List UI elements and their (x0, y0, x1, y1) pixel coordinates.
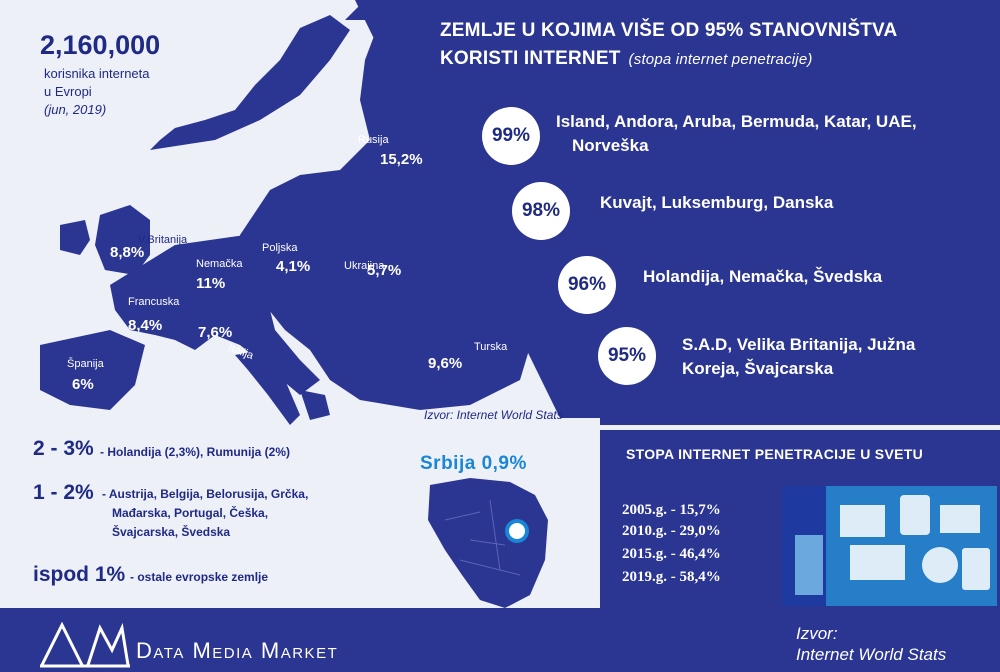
pct-badge-98: 98% (512, 182, 570, 240)
brand-name: Data Media Market (136, 638, 339, 663)
map-source: Izvor: Internet World Stats (424, 408, 563, 422)
range-desc-2-3: - Holandija (2,3%), Rumunija (2%) (100, 445, 291, 459)
country-label-vbritanija: V.Britanija (138, 234, 188, 246)
pct-badge-95: 95% (598, 327, 656, 385)
range-desc-1-2-line1: - Austrija, Belgija, Belorusija, Grčka, (102, 487, 309, 501)
panel-title-line2: KORISTI INTERNET (stopa internet penetrac… (440, 48, 813, 70)
panel-title-sub: (stopa internet penetracije) (628, 51, 813, 68)
country-pct-poljska: 4,1% (276, 258, 311, 275)
pct-badge-99: 99% (482, 107, 540, 165)
country-label-nemacka: Nemačka (196, 258, 243, 270)
country-pct-rusija: 15,2% (380, 151, 423, 168)
footer-source-name: Internet World Stats (796, 645, 947, 664)
panel-title-main: KORISTI INTERNET (440, 48, 621, 69)
belgrade-marker (505, 519, 529, 543)
footer-source-label: Izvor: (796, 624, 838, 643)
total-users-label: korisnika interneta (44, 66, 150, 81)
world-stat-2005: 2005.g. - 15,7% (622, 502, 721, 518)
country-pct-turska: 9,6% (428, 355, 463, 372)
country-pct-nemacka: 11% (196, 275, 226, 292)
world-stat-2019: 2019.g. - 58,4% (622, 569, 721, 585)
country-label-spanija: Španija (67, 358, 104, 370)
country-list-96: Holandija, Nemačka, Švedska (643, 267, 883, 286)
country-pct-vbritanija: 8,8% (110, 244, 145, 261)
total-users-region: u Evropi (44, 84, 92, 99)
country-list-99-line2: Norveška (572, 136, 649, 155)
country-pct-ukrajina: 5,7% (367, 262, 402, 279)
range-label-2-3: 2 - 3% (33, 437, 94, 460)
footer-bg (0, 608, 1000, 672)
serbia-label: Srbija 0,9% (420, 453, 527, 474)
range-label-1-2: 1 - 2% (33, 481, 94, 504)
pct-badge-96: 96% (558, 256, 616, 314)
country-label-ukrajina: Ukrajina (344, 260, 385, 272)
world-stat-2010: 2010.g. - 29,0% (622, 523, 721, 539)
country-list-99-line1: Island, Andora, Aruba, Bermuda, Katar, U… (556, 112, 917, 131)
world-stat-2015: 2015.g. - 46,4% (622, 546, 721, 562)
country-pct-spanija: 6% (72, 376, 94, 393)
range-label-under-1: ispod 1% (33, 563, 126, 586)
country-pct-italija: 7,6% (198, 324, 233, 341)
country-label-turska: Turska (474, 341, 508, 353)
total-users-date: (jun, 2019) (44, 102, 107, 117)
country-list-99: Island, Andora, Aruba, Bermuda, Katar, U… (556, 110, 917, 158)
panel-title-line1: ZEMLJE U KOJIMA VIŠE OD 95% STANOVNIŠTVA (440, 20, 898, 41)
country-list-95-line2: Koreja, Švajcarska (682, 359, 834, 378)
country-list-95: S.A.D, Velika Britanija, Južna Koreja, Š… (682, 333, 915, 381)
top-panel-bg (355, 0, 1000, 425)
country-list-98: Kuvajt, Luksemburg, Danska (600, 193, 834, 212)
country-list-95-line1: S.A.D, Velika Britanija, Južna (682, 335, 916, 354)
range-desc-1-2-line3: Švajcarska, Švedska (112, 525, 231, 539)
devices-illustration (782, 486, 997, 606)
world-stats-title: STOPA INTERNET PENETRACIJE U SVETU (626, 446, 923, 462)
country-label-francuska: Francuska (128, 296, 180, 308)
country-pct-francuska: 8,4% (128, 317, 163, 334)
range-desc-under-1: - ostale evropske zemlje (130, 570, 269, 584)
range-desc-1-2-line2: Mađarska, Portugal, Češka, (112, 506, 269, 520)
brand-logo (40, 621, 130, 668)
country-label-rusija: Rusija (358, 134, 389, 146)
country-label-poljska: Poljska (262, 242, 298, 254)
total-users-number: 2,160,000 (40, 30, 161, 60)
range-desc-1-2: - Austrija, Belgija, Belorusija, Grčka, … (102, 485, 308, 542)
